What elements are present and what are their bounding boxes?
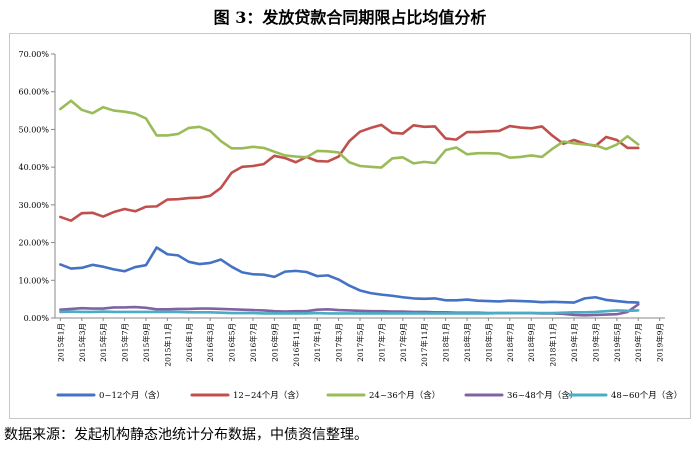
x-tick-label: 2015年7月 (120, 323, 130, 362)
x-tick-label: 2019年1月 (569, 323, 579, 362)
x-tick-label: 2017年7月 (376, 323, 386, 362)
x-tick-label: 2016年7月 (248, 323, 258, 362)
chart-frame: 0.00% 10.00% 20.00% 30.00% 40.00% 50.00% 60.00… (9, 33, 691, 419)
x-tick-label: 2017年5月 (355, 323, 365, 362)
x-tick-label: 2016年9月 (269, 323, 279, 362)
x-tick-label: 2018年11月 (548, 323, 558, 367)
x-tick-label: 2019年7月 (633, 323, 643, 362)
x-tick-label: 2017年1月 (312, 323, 322, 362)
y-tick-label: 30.00% (18, 201, 49, 210)
legend-label-4: 36~48个月（含） (507, 390, 578, 401)
x-tick-label: 2016年1月 (184, 323, 194, 362)
y-tick-label: 20.00% (18, 239, 49, 248)
x-tick-label: 2016年11月 (291, 323, 301, 367)
x-tick-label: 2018年3月 (462, 323, 472, 362)
series-line-1 (59, 246, 640, 304)
x-tick-label: 2015年9月 (141, 323, 151, 362)
legend-label-1: 0~12个月（含） (99, 390, 165, 401)
x-tick-label: 2017年11月 (419, 323, 429, 367)
y-tick-label: 70.00% (18, 50, 49, 59)
line-chart: 0.00% 10.00% 20.00% 30.00% 40.00% 50.00% 60.00… (18, 50, 682, 401)
x-tick-label: 2019年5月 (612, 323, 622, 362)
x-tick-label: 2017年9月 (398, 323, 408, 362)
legend-label-3: 24~36个月（含） (369, 390, 440, 401)
series-line-2 (59, 123, 640, 222)
x-tick-label: 2018年7月 (505, 323, 515, 362)
x-tick-label: 2015年3月 (77, 323, 87, 362)
x-tick-label: 2017年3月 (334, 323, 344, 362)
x-tick-label: 2015年5月 (98, 323, 108, 362)
source-note: 数据来源：发起机构静态池统计分布数据，中债资信整理。 (4, 427, 368, 443)
legend-label-5: 48~60个月（含） (611, 390, 682, 401)
x-tick-label: 2015年1月 (55, 323, 65, 362)
y-tick-label: 50.00% (18, 125, 49, 134)
x-tick-label: 2018年1月 (441, 323, 451, 362)
x-tick-label: 2016年3月 (205, 323, 215, 362)
x-tick-label: 2019年9月 (655, 323, 665, 362)
y-tick-label: 60.00% (18, 88, 49, 97)
x-tick-label: 2015年11月 (162, 323, 172, 367)
x-tick-label: 2018年9月 (526, 323, 536, 362)
y-tick-label: 40.00% (18, 163, 49, 172)
y-tick-label: 10.00% (18, 276, 49, 285)
legend-label-2: 12~24个月（含） (233, 390, 304, 401)
series-line-5 (59, 309, 640, 315)
x-tick-label: 2019年3月 (590, 323, 600, 362)
x-tick-label: 2018年5月 (483, 323, 493, 362)
y-tick-label: 0.00% (24, 314, 50, 323)
chart-title: 图 3：发放贷款合同期限占比均值分析 (213, 8, 487, 27)
series-line-3 (59, 99, 640, 169)
x-tick-label: 2016年5月 (227, 323, 237, 362)
